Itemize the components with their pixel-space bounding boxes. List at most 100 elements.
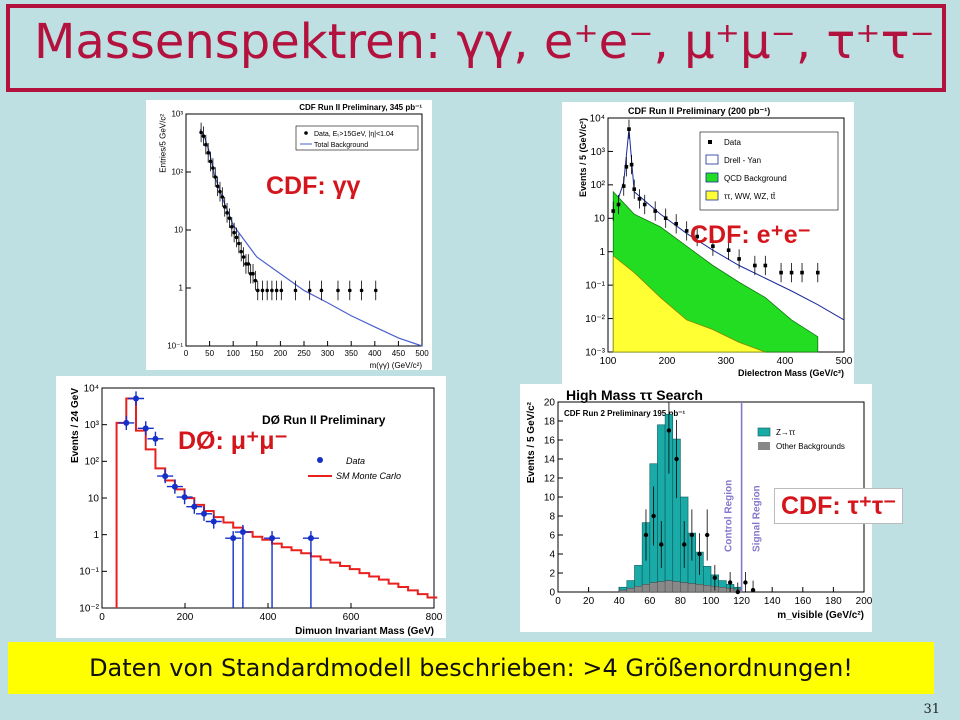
- data-point: [213, 175, 218, 179]
- data-point: [651, 513, 656, 519]
- data-point: [239, 249, 244, 254]
- label-mumu: DØ: μ⁺μ⁻: [178, 427, 288, 455]
- chart-subtitle: CDF Run 2 Preliminary 195 pb⁻¹: [564, 409, 685, 418]
- data-point: [637, 197, 642, 201]
- y-tick-label: 10: [594, 214, 606, 225]
- data-point: [239, 529, 246, 536]
- data-point: [152, 435, 159, 442]
- data-point: [624, 165, 629, 169]
- y-axis-label: Events / 24 GeV: [70, 388, 81, 463]
- x-tick-label: 200: [659, 356, 676, 367]
- bar-other-backgrounds: [626, 587, 635, 593]
- slide-title: Massenspektren: γγ, e⁺e⁻, μ⁺μ⁻, τ⁺τ⁻: [34, 14, 935, 70]
- y-tick-label: 10²: [171, 168, 183, 177]
- data-point: [307, 288, 312, 293]
- x-tick-label: 100: [600, 356, 617, 367]
- data-point: [201, 134, 206, 138]
- bar-z-tautau: [618, 586, 628, 591]
- data-point: [750, 587, 756, 593]
- data-point: [253, 278, 258, 283]
- data-point: [727, 580, 733, 585]
- y-axis-label: Events / 5 GeV/c²: [526, 401, 537, 483]
- x-tick-label: 200: [274, 349, 288, 358]
- chart-title: High Mass ττ Search: [566, 387, 703, 403]
- data-point: [293, 288, 298, 293]
- data-point: [711, 244, 715, 249]
- x-tick-label: 200: [856, 596, 872, 607]
- data-point: [643, 532, 649, 538]
- data-point: [642, 202, 647, 207]
- x-tick-label: 300: [718, 356, 735, 367]
- y-tick-label: 10⁻³: [585, 347, 605, 358]
- legend-entry: SM Monte Carlo: [336, 471, 401, 481]
- data-point: [737, 257, 741, 261]
- x-tick-label: 800: [426, 612, 443, 623]
- bar-z-tautau: [626, 580, 635, 589]
- y-tick-label: 10⁻²: [585, 314, 605, 325]
- bar-other-backgrounds: [718, 587, 727, 593]
- data-point: [220, 195, 225, 199]
- data-point: [373, 288, 378, 293]
- x-tick-label: 140: [764, 596, 781, 607]
- legend-marker-data: [708, 140, 712, 144]
- y-tick-label: 1: [599, 247, 605, 258]
- data-point: [133, 395, 140, 402]
- x-tick-label: 100: [227, 349, 241, 358]
- chart-ee: 100 200 300 400 500 10⁻³ 10⁻² 10⁻¹ 1 10 10² 10³ 10⁴ D…: [578, 106, 853, 378]
- data-point: [674, 456, 679, 462]
- chart-mumu: 0 200 400 600 800 10⁻² 10⁻¹ 1 10 10² 10³ 10⁴ Dimuon …: [70, 383, 443, 637]
- legend-entry: Data: [346, 456, 365, 466]
- data-point: [255, 288, 260, 293]
- data-point: [191, 503, 198, 510]
- legend-entry: Data, Eₜ>15GeV, |η|<1.04: [314, 131, 394, 138]
- chart-title: DØ Run II Preliminary: [262, 413, 386, 427]
- x-tick-label: 50: [205, 349, 214, 358]
- y-tick-label: 16: [544, 435, 556, 446]
- x-tick-label: 600: [343, 612, 360, 623]
- x-tick-label: 400: [777, 356, 794, 367]
- series-other-background: [612, 255, 766, 353]
- data-point: [674, 221, 678, 226]
- chart-title: CDF Run II Preliminary (200 pb⁻¹): [628, 106, 770, 116]
- data-point: [336, 288, 340, 293]
- bar-z-tautau: [718, 580, 727, 588]
- bar-other-backgrounds: [695, 584, 704, 593]
- data-point: [229, 224, 234, 229]
- legend-marker-dy: [705, 154, 719, 165]
- x-tick-label: 20: [583, 596, 595, 607]
- data-point: [697, 551, 702, 557]
- y-tick-label: 10: [174, 226, 183, 235]
- bar-other-backgrounds: [680, 582, 689, 593]
- data-point: [270, 288, 274, 293]
- y-tick-label: 12: [544, 473, 556, 484]
- y-tick-label: 10⁴: [84, 383, 99, 394]
- legend-marker-data: [317, 457, 323, 463]
- bar-z-tautau: [634, 565, 643, 587]
- bar-other-backgrounds: [618, 589, 628, 593]
- panel-gg: 0 50 100 150 200 250 300 350 400 450 500 10⁻¹ 1 10 10²…: [146, 100, 432, 370]
- data-point: [659, 542, 664, 547]
- bar-z-tautau: [703, 566, 712, 586]
- data-point: [162, 473, 169, 480]
- y-tick-label: 1: [179, 284, 184, 293]
- y-tick-label: 10⁻²: [79, 603, 99, 614]
- y-tick-label: 10³: [85, 420, 100, 431]
- data-point: [753, 263, 757, 268]
- x-axis-label: Dielectron Mass (GeV/c²): [738, 368, 844, 378]
- data-point: [206, 151, 210, 155]
- x-tick-label: 350: [345, 349, 359, 358]
- bar-other-backgrounds: [664, 580, 673, 593]
- y-tick-label: 8: [549, 511, 555, 522]
- data-point: [181, 494, 188, 501]
- data-point: [210, 518, 217, 525]
- legend-entry: QCD Background: [724, 174, 787, 183]
- y-tick-label: 0: [549, 587, 555, 598]
- y-tick-label: 1: [93, 530, 99, 541]
- x-tick-label: 160: [794, 596, 811, 607]
- y-tick-label: 14: [544, 454, 556, 465]
- y-tick-label: 2: [549, 568, 555, 579]
- data-point: [319, 288, 324, 293]
- data-point: [743, 580, 748, 585]
- data-point: [779, 270, 783, 275]
